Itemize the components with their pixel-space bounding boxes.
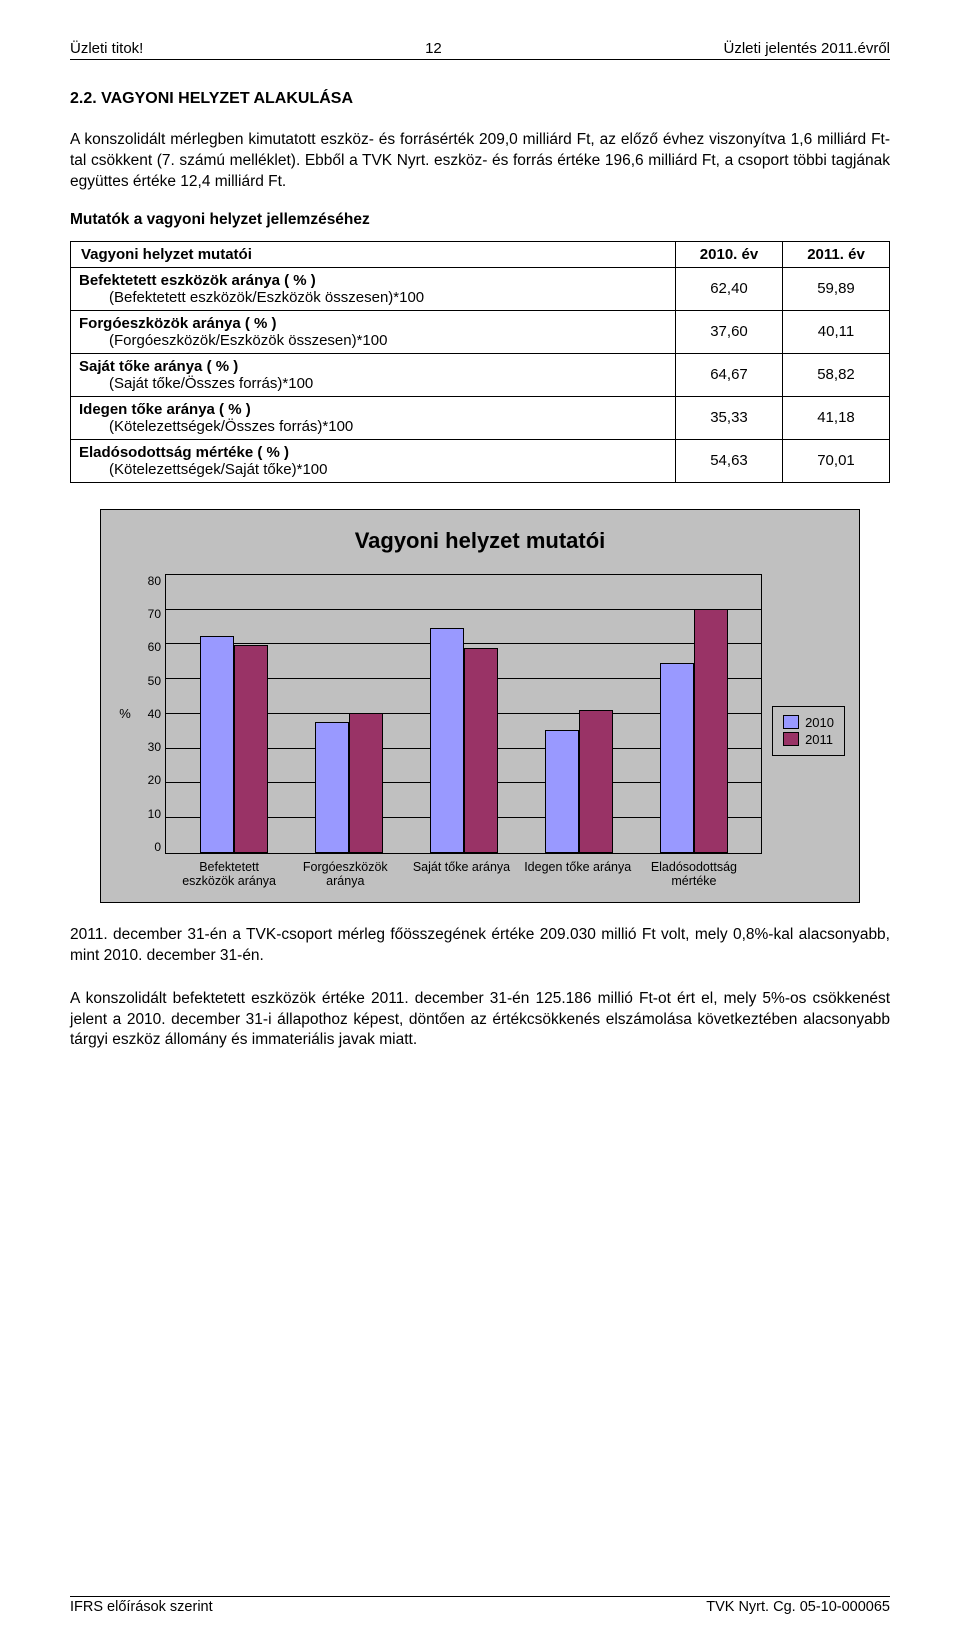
ytick-label: 50 <box>135 674 161 688</box>
ytick-labels: 0 10 20 30 40 50 60 70 80 <box>135 574 165 854</box>
xaxis-label: Idegen tőke aránya <box>523 860 633 888</box>
chart-left: % 0 10 20 30 40 50 60 70 80 Befektetett eszközök… <box>115 574 762 888</box>
ytick-label: 10 <box>135 807 161 821</box>
bar <box>464 648 498 852</box>
bar-group <box>200 575 268 853</box>
row-label: Saját tőke aránya ( % )(Saját tőke/Össze… <box>71 353 676 396</box>
footer-right: TVK Nyrt. Cg. 05-10-000065 <box>706 1599 890 1615</box>
legend-label: 2011 <box>805 732 833 747</box>
yaxis-title: % <box>115 574 135 854</box>
col-header-name: Vagyoni helyzet mutatói <box>71 241 676 267</box>
row-label: Idegen tőke aránya ( % )(Kötelezettségek… <box>71 396 676 439</box>
xaxis-labels: Befektetett eszközök arányaForgóeszközök… <box>161 860 762 888</box>
header-center: 12 <box>425 40 442 57</box>
row-val-2010: 37,60 <box>676 310 783 353</box>
page: Üzleti titok! 12 Üzleti jelentés 2011.év… <box>0 0 960 1647</box>
chart-row: % 0 10 20 30 40 50 60 70 80 Befektetett eszközök… <box>115 574 845 888</box>
col-header-2010: 2010. év <box>676 241 783 267</box>
xaxis-label: Saját tőke aránya <box>407 860 517 888</box>
table-row: Idegen tőke aránya ( % )(Kötelezettségek… <box>71 396 890 439</box>
ytick-label: 70 <box>135 607 161 621</box>
table-row: Eladósodottság mértéke ( % )(Kötelezetts… <box>71 439 890 482</box>
ytick-label: 80 <box>135 574 161 588</box>
indicators-table: Vagyoni helyzet mutatói 2010. év 2011. é… <box>70 241 890 483</box>
row-val-2011: 58,82 <box>783 353 890 396</box>
xaxis-label: Forgóeszközök aránya <box>290 860 400 888</box>
table-header-row: Vagyoni helyzet mutatói 2010. év 2011. é… <box>71 241 890 267</box>
row-label: Eladósodottság mértéke ( % )(Kötelezetts… <box>71 439 676 482</box>
ytick-label: 0 <box>135 840 161 854</box>
ytick-label: 40 <box>135 707 161 721</box>
bar <box>579 710 613 853</box>
paragraph-2: 2011. december 31-én a TVK-csoport mérle… <box>70 925 890 967</box>
header-left: Üzleti titok! <box>70 40 143 57</box>
row-val-2011: 40,11 <box>783 310 890 353</box>
row-val-2011: 59,89 <box>783 267 890 310</box>
legend-label: 2010 <box>805 715 834 730</box>
table-row: Befektetett eszközök aránya ( % )(Befekt… <box>71 267 890 310</box>
legend-item: 2010 <box>783 715 834 730</box>
legend-swatch <box>783 732 799 746</box>
row-val-2010: 64,67 <box>676 353 783 396</box>
page-header: Üzleti titok! 12 Üzleti jelentés 2011.év… <box>70 40 890 60</box>
bar <box>545 730 579 853</box>
col-header-2011: 2011. év <box>783 241 890 267</box>
row-label: Befektetett eszközök aránya ( % )(Befekt… <box>71 267 676 310</box>
ytick-label: 30 <box>135 740 161 754</box>
page-footer: IFRS előírások szerint TVK Nyrt. Cg. 05-… <box>70 1596 890 1615</box>
ytick-label: 20 <box>135 773 161 787</box>
paragraph-3: A konszolidált befektetett eszközök érté… <box>70 989 890 1052</box>
bar <box>200 636 234 853</box>
legend-swatch <box>783 715 799 729</box>
bar-group <box>315 575 383 853</box>
bar-group <box>545 575 613 853</box>
row-val-2010: 35,33 <box>676 396 783 439</box>
row-val-2011: 70,01 <box>783 439 890 482</box>
chart-title: Vagyoni helyzet mutatói <box>115 528 845 554</box>
bar <box>349 713 383 852</box>
row-val-2011: 41,18 <box>783 396 890 439</box>
footer-left: IFRS előírások szerint <box>70 1599 213 1615</box>
table-row: Forgóeszközök aránya ( % )(Forgóeszközök… <box>71 310 890 353</box>
bar <box>234 645 268 853</box>
chart-plot-area <box>165 574 762 854</box>
xaxis-row: Befektetett eszközök arányaForgóeszközök… <box>115 860 762 888</box>
chart-container: Vagyoni helyzet mutatói % 0 10 20 30 40 50 60 7… <box>100 509 860 903</box>
subsection-title: Mutatók a vagyoni helyzet jellemzéséhez <box>70 211 890 229</box>
section-title: 2.2. VAGYONI HELYZET ALAKULÁSA <box>70 90 890 108</box>
bar-group <box>430 575 498 853</box>
bar <box>315 722 349 853</box>
bar <box>660 663 694 853</box>
plot-row: % 0 10 20 30 40 50 60 70 80 <box>115 574 762 854</box>
row-label: Forgóeszközök aránya ( % )(Forgóeszközök… <box>71 310 676 353</box>
table-row: Saját tőke aránya ( % )(Saját tőke/Össze… <box>71 353 890 396</box>
bar <box>430 628 464 853</box>
row-val-2010: 62,40 <box>676 267 783 310</box>
ytick-label: 60 <box>135 640 161 654</box>
row-val-2010: 54,63 <box>676 439 783 482</box>
paragraph-1: A konszolidált mérlegben kimutatott eszk… <box>70 130 890 193</box>
bar-group <box>660 575 728 853</box>
bar <box>694 609 728 852</box>
chart-legend: 2010 2011 <box>772 706 845 756</box>
xaxis-label: Eladósodottság mértéke <box>639 860 749 888</box>
header-right: Üzleti jelentés 2011.évről <box>724 40 890 57</box>
xaxis-label: Befektetett eszközök aránya <box>174 860 284 888</box>
legend-item: 2011 <box>783 732 834 747</box>
